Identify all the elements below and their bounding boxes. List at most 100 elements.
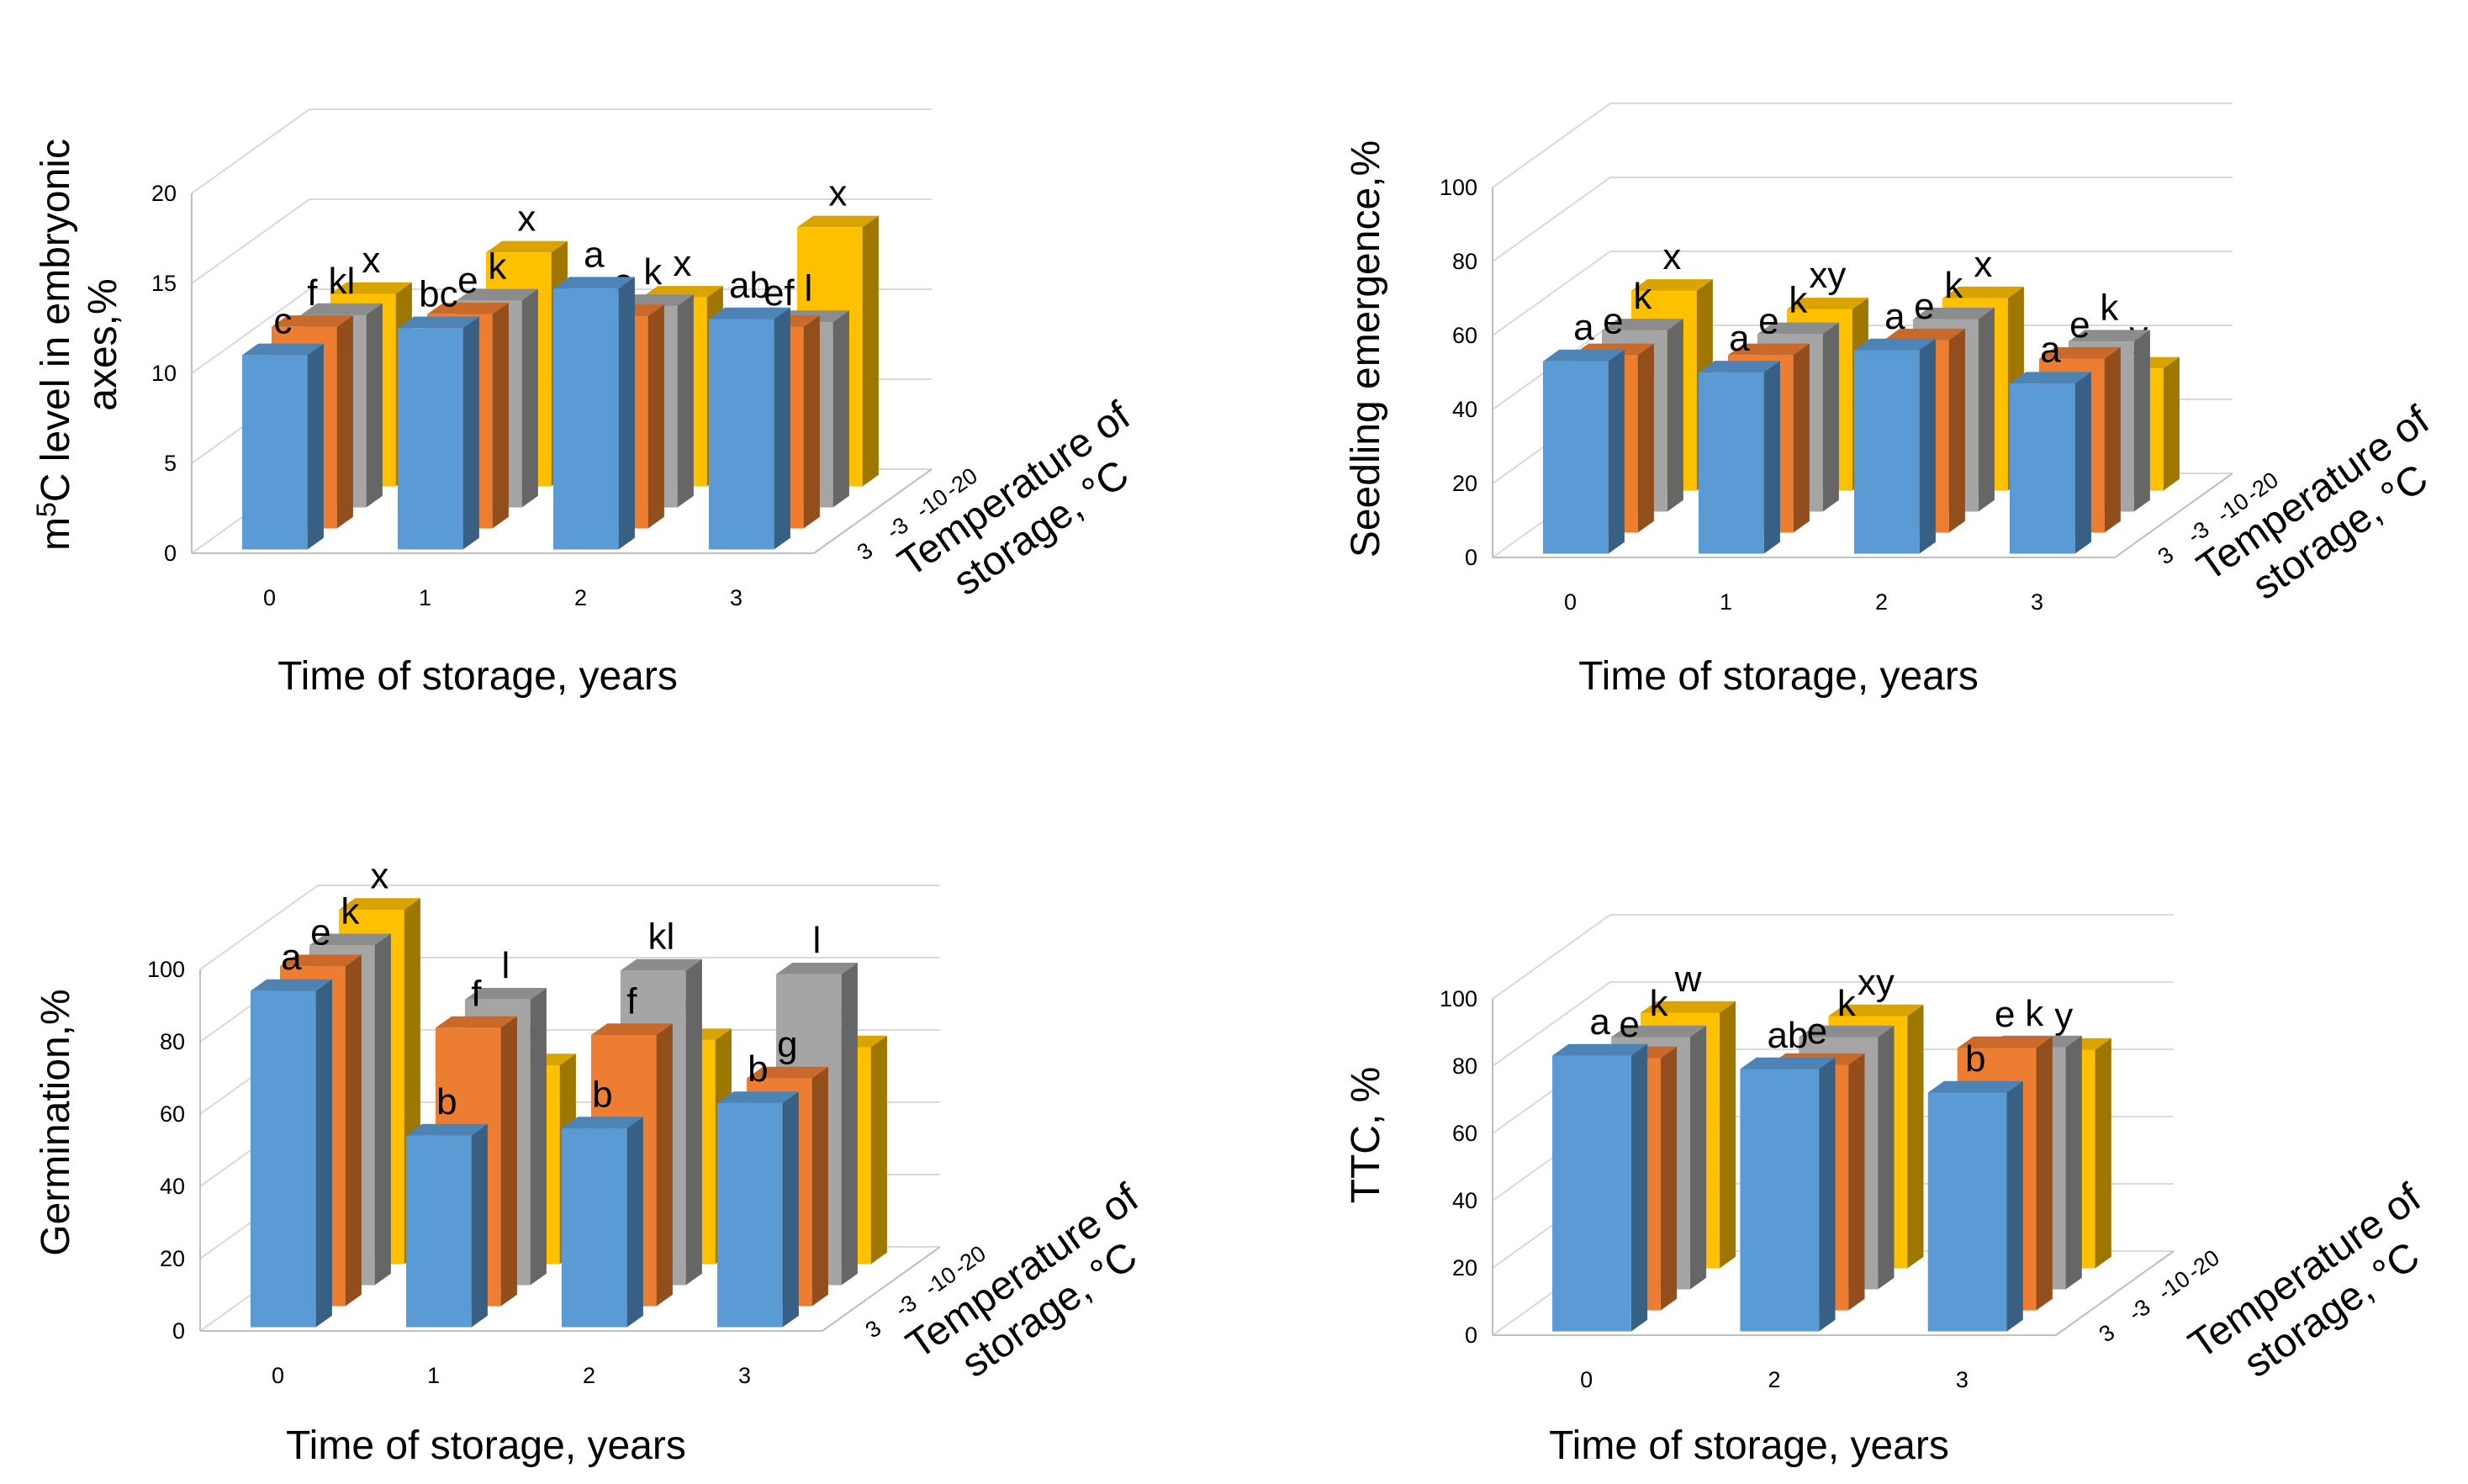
bar-top [330, 282, 412, 294]
data-label: k [1633, 276, 1652, 317]
bar-3-temp-3: a [2009, 329, 2091, 554]
bar-side [1919, 338, 1936, 554]
bar-top [552, 277, 635, 289]
bar-side [811, 1066, 828, 1307]
bar-side [1689, 1025, 1707, 1290]
x-tick-label: 0 [1564, 589, 1577, 615]
data-label: b [592, 1074, 612, 1115]
bar-top [1552, 1043, 1648, 1056]
bar-top [1631, 279, 1713, 291]
data-label: k [2025, 993, 2044, 1034]
y-tick-label: 10 [151, 361, 177, 386]
bar-side [1907, 1004, 1924, 1269]
bar-side [1848, 1053, 1865, 1311]
bar-side [618, 277, 635, 550]
data-label: a [1729, 318, 1750, 359]
x-tick-label: 1 [419, 585, 431, 610]
bar-top [716, 1091, 799, 1103]
bar-1-temp-3: a [1698, 318, 1780, 554]
bar-side [2074, 372, 2091, 554]
z-axis-line [813, 468, 933, 554]
bars: xxyxykkkkeeeeaaaa [1542, 236, 2180, 554]
bar-front [1698, 372, 1764, 554]
bar-side [1660, 1046, 1678, 1311]
bar-top [620, 959, 702, 971]
bar-top [1787, 298, 1868, 309]
x-tick-label: 0 [263, 585, 276, 610]
data-label: x [517, 198, 536, 240]
y-tick-label: 100 [1440, 986, 1477, 1011]
x-tick-label: 0 [1580, 1367, 1593, 1392]
bar-front [1853, 350, 1920, 554]
bar-front [2009, 383, 2075, 554]
data-label: kl [329, 261, 356, 302]
data-label: e [310, 912, 330, 953]
bar-side [782, 1091, 799, 1328]
x-tick-label: 3 [738, 1363, 751, 1388]
bar-top [485, 240, 568, 253]
bar-0-temp-3: a [250, 937, 332, 1328]
x-tick-label: 3 [2031, 589, 2043, 615]
bar-side [656, 1023, 673, 1307]
data-label: b [1965, 1038, 1985, 1080]
bar-top [561, 1117, 643, 1128]
bar-top [456, 288, 538, 301]
y-tick-label: 80 [160, 1029, 185, 1054]
data-label: l [502, 945, 510, 986]
bars: xxxxklkklfeeefcbcaab [241, 173, 879, 550]
bar-front [1927, 1092, 2007, 1332]
gridline [1492, 981, 2174, 1067]
z-tick-label: 3 [853, 537, 878, 565]
data-label: b [748, 1048, 768, 1090]
bar-top [796, 215, 879, 228]
bar-side [366, 303, 383, 508]
chart-panel-3: 020406080100xyyyklklleffgabbb01233-3-10-… [34, 855, 1147, 1468]
bar-top [708, 307, 790, 320]
y-axis-title-part: C level in embryonic [34, 139, 78, 502]
data-label: k [643, 251, 663, 293]
bar-side [870, 1035, 887, 1265]
z-tick-label: -3 [2124, 1294, 2155, 1326]
data-label: c [273, 301, 292, 342]
data-label: kl [648, 916, 675, 958]
y-tick-label: 0 [1465, 545, 1477, 570]
gridline [191, 108, 932, 194]
bar-top [1884, 328, 1965, 341]
data-label: ab [729, 265, 770, 306]
data-label: k [488, 246, 507, 288]
data-label: f [307, 272, 318, 314]
bar-front [716, 1102, 783, 1328]
bar-top [775, 963, 858, 974]
bar-side [315, 979, 332, 1328]
gridline [191, 288, 932, 374]
bar-side [774, 307, 790, 550]
bar-side [685, 959, 702, 1286]
data-label: k [341, 891, 360, 932]
bar-side [862, 215, 879, 487]
data-label: e [457, 260, 478, 301]
bar-top [405, 1123, 488, 1136]
bar-side [1819, 1057, 1836, 1332]
x-tick-label: 1 [1720, 589, 1732, 615]
bar-side [1667, 319, 1683, 512]
bar-top [1854, 338, 1936, 351]
bar-side [530, 988, 547, 1286]
data-label: y [2054, 995, 2073, 1037]
gridline [1492, 251, 2233, 336]
y-axis-title: Seedling emergence,% [1344, 140, 1388, 557]
bar-top [1699, 361, 1780, 372]
data-label: k [2100, 287, 2119, 328]
bar-top [1740, 1057, 1836, 1069]
z-tick-label: 3 [861, 1315, 886, 1343]
bar-front [1552, 1055, 1631, 1332]
z-tick-label: 3 [2154, 541, 2179, 569]
data-label: xy [1809, 255, 1846, 296]
y-tick-label: 20 [160, 1246, 185, 1271]
data-label: k [1944, 265, 1963, 306]
y-tick-label: 60 [1452, 323, 1477, 348]
data-label: a [2040, 329, 2061, 370]
bar-side [307, 343, 324, 550]
data-label: w [1674, 959, 1702, 1000]
y-tick-label: 40 [160, 1174, 185, 1199]
